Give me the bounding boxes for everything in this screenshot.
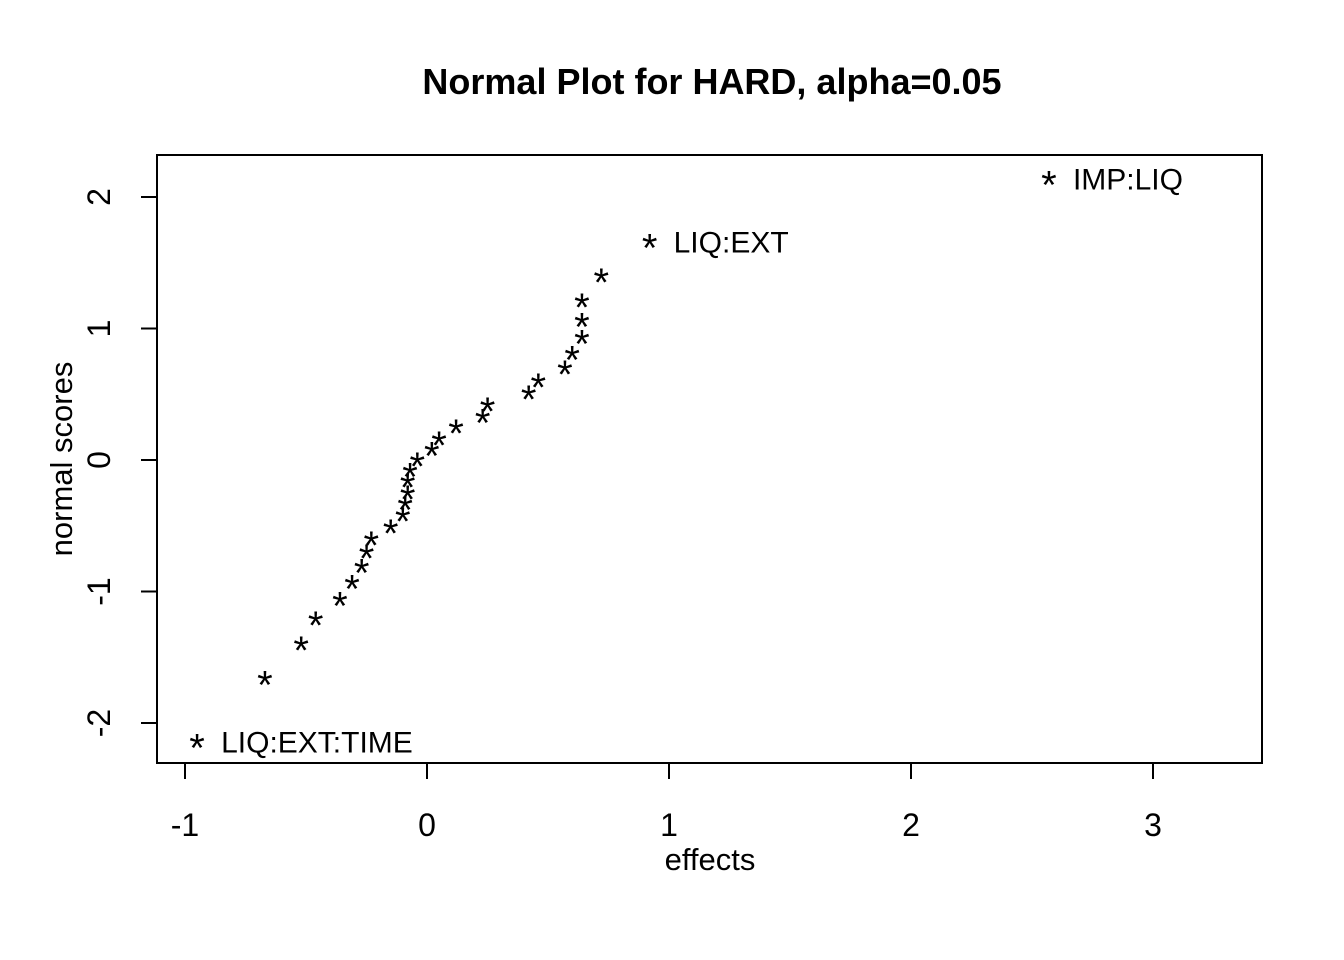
y-tick-label: 0 — [81, 451, 117, 469]
data-point-marker: * — [574, 323, 590, 367]
x-axis: -1 0 1 2 3 — [171, 763, 1162, 843]
x-tick-label: 3 — [1144, 807, 1162, 843]
x-tick-label: 0 — [418, 807, 436, 843]
y-tick-label: -2 — [81, 709, 117, 737]
data-point-marker: * — [189, 726, 205, 770]
point-label: IMP:LIQ — [1073, 164, 1183, 197]
data-point-marker: * — [354, 552, 370, 596]
plot-title: Normal Plot for HARD, alpha=0.05 — [422, 61, 1001, 102]
data-point-marker: * — [574, 306, 590, 350]
data-point-marker: * — [293, 629, 309, 673]
data-point-marker: * — [257, 663, 273, 707]
data-point-marker: * — [475, 402, 491, 446]
data-point-marker: * — [395, 500, 411, 544]
data-points: * LIQ:EXT:TIME*** ***** ********* * ** ** *****… — [189, 164, 1183, 771]
data-point-marker: * — [574, 286, 590, 330]
data-point-marker: * — [400, 466, 416, 510]
data-point-marker: * — [424, 434, 440, 478]
data-point-marker: * — [557, 353, 573, 397]
data-point-marker: * — [359, 537, 375, 581]
y-tick-label: 1 — [81, 320, 117, 338]
x-tick-label: -1 — [171, 807, 199, 843]
data-point-marker: * — [564, 338, 580, 382]
data-point-marker: * — [642, 227, 658, 271]
y-axis: -2 -1 0 1 2 — [81, 188, 157, 737]
data-point-marker: * — [332, 584, 348, 628]
data-point-marker: * — [402, 456, 418, 500]
y-tick-label: 2 — [81, 188, 117, 206]
point-label: LIQ:EXT — [674, 227, 789, 260]
data-point-marker: * — [431, 424, 447, 468]
data-point-marker: * — [400, 478, 416, 522]
data-point-marker: * — [383, 512, 399, 556]
data-point-marker: * — [448, 412, 464, 456]
data-point-marker: * — [521, 378, 537, 422]
x-tick-label: 1 — [660, 807, 678, 843]
point-label: LIQ:EXT:TIME — [221, 726, 413, 759]
data-point-marker: * — [480, 390, 496, 434]
data-point-marker: * — [308, 604, 324, 648]
data-point-marker: * — [1041, 164, 1057, 208]
data-point-marker: * — [364, 524, 380, 568]
data-point-marker: * — [593, 261, 609, 305]
x-tick-label: 2 — [902, 807, 920, 843]
data-point-marker: * — [397, 488, 413, 532]
data-point-marker: * — [344, 567, 360, 611]
y-axis-title: normal scores — [44, 362, 79, 557]
data-point-marker: * — [410, 445, 426, 489]
data-point-marker: * — [531, 366, 547, 410]
x-axis-title: effects — [665, 842, 756, 877]
y-tick-label: -1 — [81, 577, 117, 605]
